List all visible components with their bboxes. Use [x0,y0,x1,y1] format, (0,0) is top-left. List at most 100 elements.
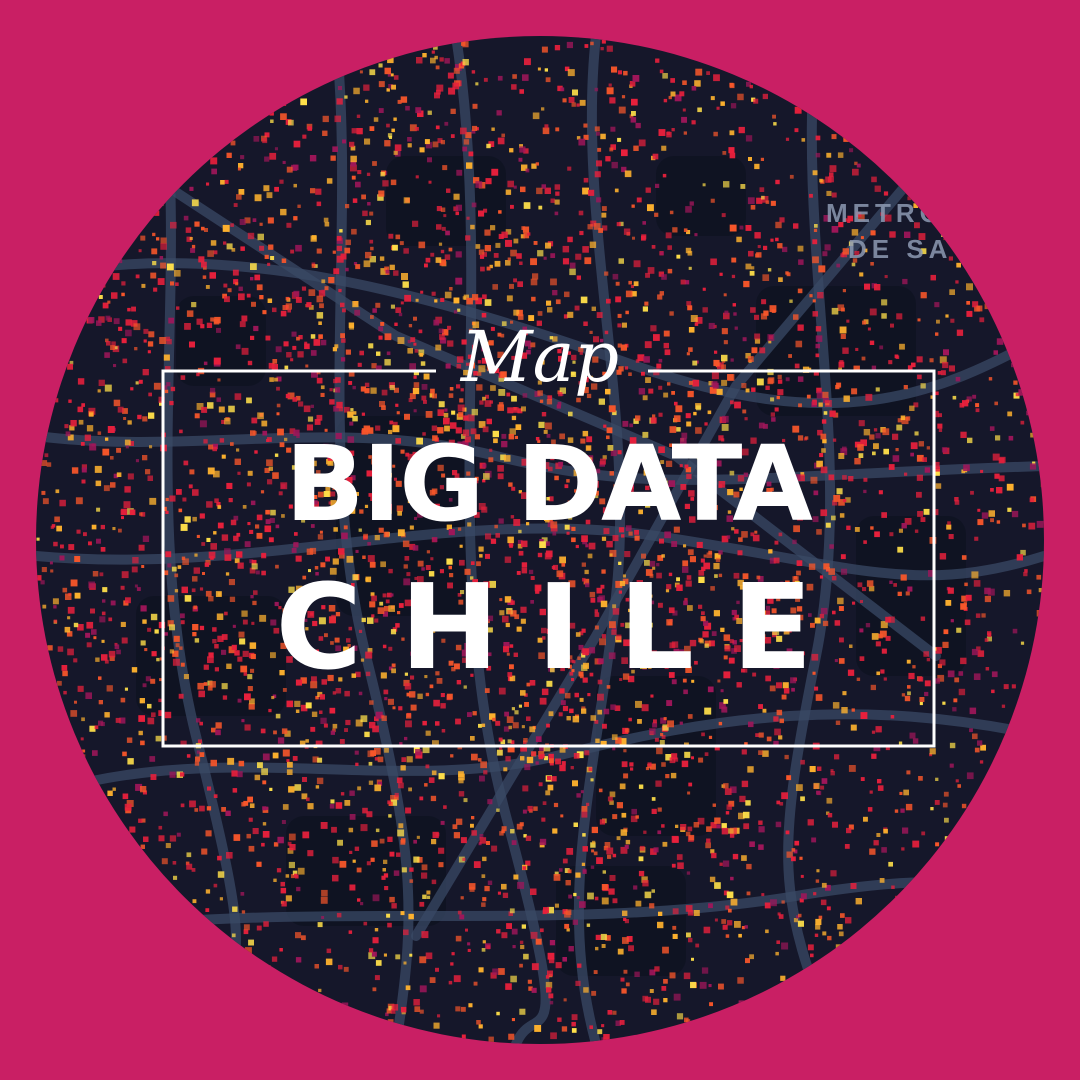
data-point [261,420,268,427]
data-point [455,211,459,216]
data-point [829,165,837,173]
data-point [982,849,988,855]
data-point [665,774,670,779]
data-point [376,351,381,356]
data-point [268,537,274,543]
data-point [208,551,216,559]
data-point [798,259,804,265]
data-point [877,785,884,791]
data-point [864,283,871,290]
data-point [686,301,692,306]
data-point [1035,842,1042,849]
data-point [877,779,882,784]
data-point [549,336,553,340]
data-point [606,45,613,52]
data-point [983,929,988,934]
data-point [556,404,561,409]
data-point [174,72,180,79]
data-point [988,88,992,92]
data-point [435,65,440,70]
data-point [620,846,628,854]
data-point [954,135,958,139]
data-point [955,978,962,986]
data-point [586,923,591,927]
data-point [310,350,317,356]
data-point [194,413,200,419]
data-point [797,288,803,294]
data-point [675,405,683,413]
data-point [923,968,930,975]
data-point [987,239,991,244]
data-point [225,810,231,816]
data-point [475,127,479,131]
data-point [913,884,917,889]
data-point [796,915,800,919]
data-point [61,924,66,929]
data-point [122,358,128,364]
data-point [395,954,401,960]
data-point [316,370,321,375]
data-point [377,1035,384,1042]
data-point [620,344,627,351]
data-point [262,831,270,838]
data-point [785,830,790,835]
data-point [725,934,730,938]
data-point [1011,684,1016,689]
data-point [413,999,420,1006]
data-point [106,341,111,346]
data-point [308,305,314,310]
data-point [510,829,515,834]
data-point [776,709,783,716]
data-point [989,426,995,431]
data-point [461,1034,466,1039]
data-point [490,326,495,331]
data-point [608,405,616,413]
data-point [159,678,162,682]
data-point [156,885,163,892]
data-point [711,852,717,859]
data-point [428,180,432,184]
data-point [55,489,60,494]
data-point [894,809,899,813]
data-point [554,45,561,51]
data-point [1013,380,1018,385]
data-point [727,374,734,381]
data-point [66,869,73,876]
data-point [285,874,290,878]
data-point [513,238,519,244]
data-point [691,86,697,91]
data-point [219,99,223,104]
data-point [280,208,287,216]
data-point [233,834,241,841]
data-point [354,846,360,851]
data-point [708,735,713,739]
data-point [96,507,101,512]
data-point [455,718,461,725]
data-point [607,854,612,859]
data-point [55,256,62,262]
data-point [966,301,970,305]
data-point [332,54,338,60]
data-point [276,868,282,873]
data-point [198,690,205,698]
data-point [961,803,967,809]
data-point [129,509,136,516]
data-point [74,556,81,562]
data-point [519,89,524,94]
data-point [132,63,139,70]
data-point [46,388,53,395]
data-point [731,257,737,263]
data-point [996,918,1003,925]
data-point [714,817,721,824]
data-point [271,988,275,992]
data-point [420,361,426,366]
data-point [384,886,389,891]
data-point [739,59,745,64]
data-point [89,1036,94,1040]
data-point [362,807,368,814]
data-point [148,331,155,338]
data-point [94,465,102,473]
data-point [590,842,596,848]
data-point [398,823,404,829]
data-point [765,385,770,390]
